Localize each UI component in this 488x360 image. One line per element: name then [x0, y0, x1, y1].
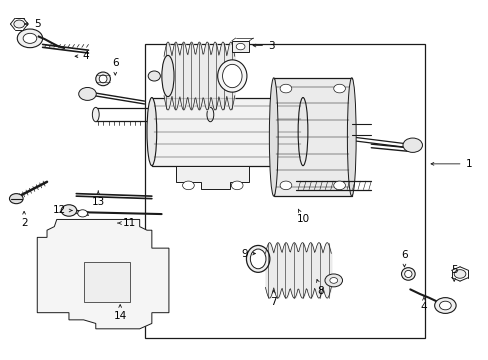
- Circle shape: [9, 194, 23, 204]
- Polygon shape: [37, 220, 168, 329]
- Ellipse shape: [92, 107, 99, 122]
- Ellipse shape: [96, 72, 110, 86]
- Ellipse shape: [269, 78, 278, 196]
- Circle shape: [61, 205, 77, 216]
- Bar: [144, 44, 424, 338]
- Ellipse shape: [99, 75, 107, 83]
- Circle shape: [439, 301, 450, 310]
- Ellipse shape: [217, 60, 246, 92]
- Ellipse shape: [401, 268, 414, 280]
- Circle shape: [182, 181, 194, 190]
- Text: 4: 4: [420, 297, 427, 312]
- Circle shape: [17, 29, 42, 48]
- Text: 3: 3: [253, 41, 274, 50]
- Text: 5: 5: [25, 19, 41, 29]
- Polygon shape: [176, 166, 249, 189]
- Text: 11: 11: [118, 218, 136, 228]
- Circle shape: [79, 87, 96, 100]
- Circle shape: [453, 270, 465, 278]
- Text: 1: 1: [430, 159, 471, 169]
- Circle shape: [325, 274, 342, 287]
- Circle shape: [434, 298, 455, 314]
- Polygon shape: [273, 78, 351, 196]
- Text: 6: 6: [400, 250, 407, 267]
- Ellipse shape: [148, 71, 160, 81]
- Text: 8: 8: [316, 279, 324, 296]
- Ellipse shape: [404, 270, 411, 278]
- Circle shape: [329, 278, 337, 283]
- Ellipse shape: [206, 107, 213, 122]
- Ellipse shape: [250, 249, 265, 269]
- Circle shape: [333, 181, 345, 190]
- Circle shape: [280, 181, 291, 190]
- Ellipse shape: [222, 64, 242, 87]
- Text: 9: 9: [241, 248, 255, 258]
- Text: 5: 5: [450, 265, 457, 281]
- Text: 7: 7: [270, 290, 277, 307]
- Ellipse shape: [147, 98, 157, 166]
- Text: 10: 10: [296, 209, 309, 224]
- Circle shape: [231, 181, 243, 190]
- Bar: [83, 262, 130, 302]
- Ellipse shape: [298, 98, 307, 166]
- Text: 6: 6: [112, 58, 119, 75]
- Bar: [231, 41, 249, 52]
- Polygon shape: [152, 98, 303, 166]
- Ellipse shape: [162, 55, 174, 96]
- Circle shape: [23, 33, 37, 43]
- Circle shape: [14, 20, 24, 28]
- Text: 14: 14: [113, 305, 126, 321]
- Circle shape: [402, 138, 422, 152]
- Circle shape: [78, 210, 87, 217]
- Ellipse shape: [246, 246, 269, 273]
- Text: 13: 13: [91, 191, 104, 207]
- Circle shape: [236, 43, 244, 50]
- Circle shape: [333, 84, 345, 93]
- Text: 12: 12: [53, 206, 72, 216]
- Ellipse shape: [346, 78, 355, 196]
- Text: 2: 2: [21, 211, 27, 228]
- Circle shape: [280, 84, 291, 93]
- Text: 4: 4: [75, 51, 89, 61]
